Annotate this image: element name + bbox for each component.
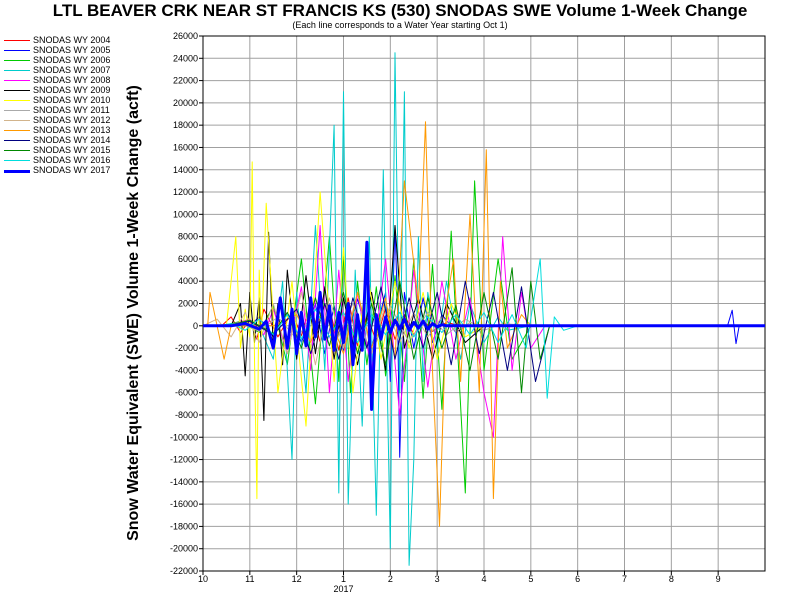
y-tick-label: 16000	[173, 142, 198, 152]
legend-swatch	[4, 100, 30, 101]
x-tick-label: 8	[669, 574, 674, 584]
x-year-label: 2017	[333, 584, 353, 594]
legend-item: SNODAS WY 2007	[4, 65, 129, 76]
legend-item: SNODAS WY 2005	[4, 45, 129, 56]
x-tick-label: 11	[245, 574, 254, 584]
y-tick-label: 18000	[173, 120, 198, 130]
legend-label: SNODAS WY 2016	[33, 155, 111, 165]
y-tick-label: -2000	[175, 343, 198, 353]
legend-label: SNODAS WY 2007	[33, 65, 111, 75]
y-tick-label: 4000	[178, 276, 198, 286]
y-tick-label: 24000	[173, 53, 198, 63]
y-tick-label: -20000	[170, 544, 198, 554]
legend-swatch	[4, 110, 30, 111]
y-tick-label: -14000	[170, 477, 198, 487]
legend-swatch	[4, 150, 30, 151]
y-tick-label: -6000	[175, 388, 198, 398]
x-tick-label: 3	[435, 574, 440, 584]
x-tick-label: 12	[292, 574, 302, 584]
legend-label: SNODAS WY 2010	[33, 95, 111, 105]
x-tick-label: 5	[528, 574, 533, 584]
legend-swatch	[4, 40, 30, 41]
y-tick-label: 14000	[173, 165, 198, 175]
legend-item: SNODAS WY 2010	[4, 95, 129, 106]
y-tick-label: -10000	[170, 432, 198, 442]
legend-swatch	[4, 120, 30, 121]
legend-label: SNODAS WY 2008	[33, 75, 111, 85]
x-tick-label: 7	[622, 574, 627, 584]
y-tick-label: 22000	[173, 76, 198, 86]
y-tick-label: 12000	[173, 187, 198, 197]
y-tick-label: -8000	[175, 410, 198, 420]
legend-item: SNODAS WY 2006	[4, 55, 129, 66]
legend-item: SNODAS WY 2014	[4, 135, 129, 146]
legend-swatch	[4, 140, 30, 141]
legend-label: SNODAS WY 2012	[33, 115, 111, 125]
tick-labels: 2600024000220002000018000160001400012000…	[170, 31, 721, 594]
legend-label: SNODAS WY 2005	[33, 45, 111, 55]
x-tick-label: 6	[575, 574, 580, 584]
x-tick-label: 4	[481, 574, 486, 584]
legend-label: SNODAS WY 2009	[33, 85, 111, 95]
y-tick-label: 26000	[173, 31, 198, 41]
legend-swatch	[4, 130, 30, 131]
legend-label: SNODAS WY 2015	[33, 145, 111, 155]
y-tick-label: -12000	[170, 455, 198, 465]
legend-item: SNODAS WY 2008	[4, 75, 129, 86]
legend-item: SNODAS WY 2004	[4, 35, 129, 46]
x-tick-label: 9	[716, 574, 721, 584]
legend-item: SNODAS WY 2015	[4, 145, 129, 156]
y-tick-label: 6000	[178, 254, 198, 264]
legend-swatch	[4, 60, 30, 61]
y-tick-label: 10000	[173, 209, 198, 219]
legend-swatch	[4, 170, 30, 173]
legend-swatch	[4, 80, 30, 81]
x-tick-label: 1	[341, 574, 346, 584]
x-tick-label: 10	[198, 574, 208, 584]
grid-lines	[202, 35, 765, 572]
series-line-snodas-wy-2017	[203, 240, 765, 411]
y-tick-label: 2000	[178, 299, 198, 309]
series-line-snodas-wy-2008	[203, 225, 765, 438]
legend-swatch	[4, 90, 30, 91]
legend-item: SNODAS WY 2017	[4, 165, 129, 176]
legend-item: SNODAS WY 2013	[4, 125, 129, 136]
chart-legend: SNODAS WY 2004 SNODAS WY 2005 SNODAS WY 20…	[4, 35, 129, 176]
legend-label: SNODAS WY 2017	[33, 165, 111, 175]
y-tick-label: 20000	[173, 98, 198, 108]
y-tick-label: -18000	[170, 521, 198, 531]
y-tick-label: 0	[193, 321, 198, 331]
legend-item: SNODAS WY 2011	[4, 105, 129, 116]
y-tick-label: -4000	[175, 365, 198, 375]
legend-label: SNODAS WY 2014	[33, 135, 111, 145]
y-tick-label: -16000	[170, 499, 198, 509]
legend-label: SNODAS WY 2004	[33, 35, 111, 45]
legend-item: SNODAS WY 2012	[4, 115, 129, 126]
legend-item: SNODAS WY 2016	[4, 155, 129, 166]
legend-item: SNODAS WY 2009	[4, 85, 129, 96]
legend-swatch	[4, 70, 30, 71]
x-tick-label: 2	[388, 574, 393, 584]
axes	[199, 35, 766, 575]
legend-label: SNODAS WY 2013	[33, 125, 111, 135]
series-lines	[202, 52, 765, 566]
chart-subtitle: (Each line corresponds to a Water Year s…	[292, 20, 508, 30]
y-tick-label: -22000	[170, 566, 198, 576]
legend-label: SNODAS WY 2011	[33, 105, 110, 115]
legend-swatch	[4, 160, 30, 161]
chart-title: LTL BEAVER CRK NEAR ST FRANCIS KS (530) …	[52, 1, 748, 20]
y-tick-label: 8000	[178, 232, 198, 242]
legend-swatch	[4, 50, 30, 51]
legend-label: SNODAS WY 2006	[33, 55, 111, 65]
